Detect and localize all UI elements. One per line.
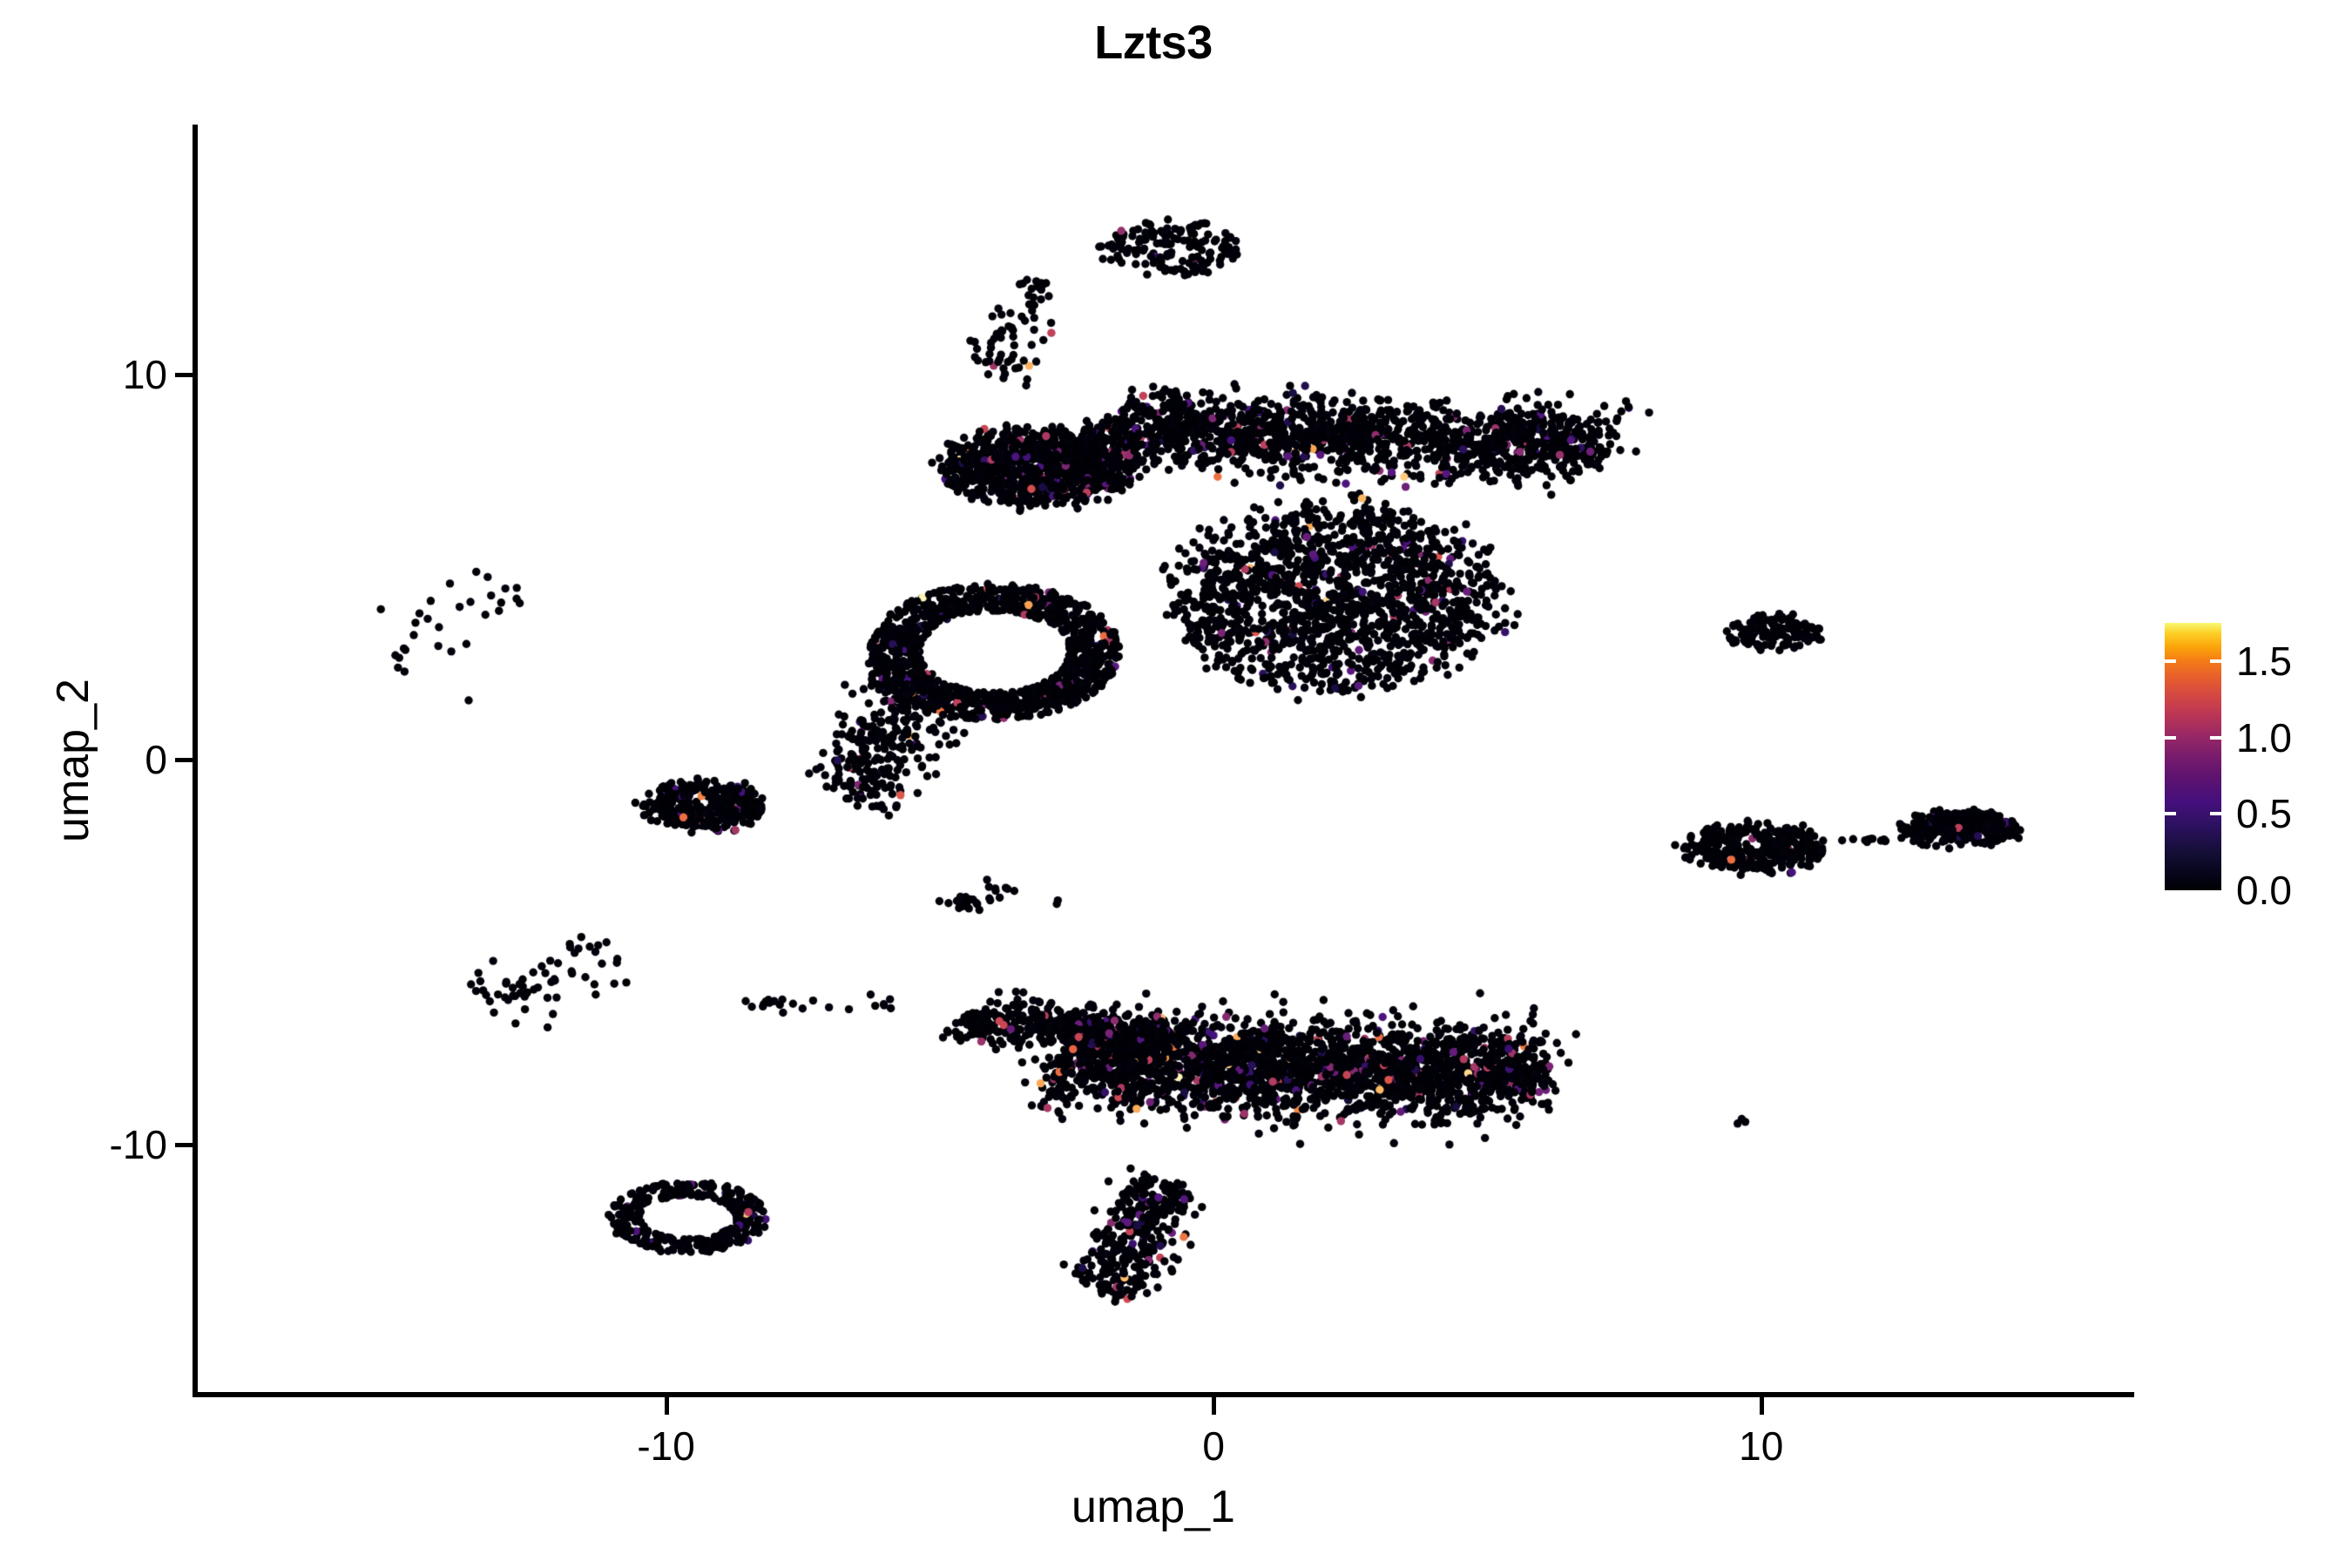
x-tick-label: -10 [637,1423,695,1469]
colorbar-tick-mark [2210,812,2221,816]
x-axis-line [195,1392,2134,1397]
x-tick-label: 0 [1202,1423,1225,1469]
colorbar-tick-mark [2210,659,2221,663]
colorbar-gradient [2165,623,2221,890]
colorbar-legend: 1.5 1.0 0.5 0.0 [2165,623,2339,910]
y-tick-label: 10 [122,352,167,398]
colorbar-tick-mark [2165,735,2176,740]
y-tick-label: 0 [145,737,167,782]
x-tick-mark [1212,1397,1217,1415]
x-axis-title: umap_1 [1071,1482,1235,1532]
y-axis-title: umap_2 [48,679,98,842]
x-tick-mark [1759,1397,1764,1415]
colorbar-tick-label: 0.0 [2236,868,2292,913]
y-tick-mark [175,758,193,762]
y-tick-mark [175,373,193,378]
x-tick-label: 10 [1739,1423,1784,1469]
plot-panel [195,125,2112,1395]
colorbar-tick-label: 1.0 [2236,714,2292,760]
colorbar-tick-mark [2165,659,2176,663]
scatter-plot-canvas [195,125,2112,1395]
page-title: Lzts3 [1094,17,1213,69]
colorbar-tick-label: 1.5 [2236,638,2292,684]
y-axis-line [193,125,198,1397]
y-tick-label: -10 [109,1121,167,1167]
colorbar-tick-mark [2210,735,2221,740]
colorbar-tick-mark [2165,812,2176,816]
x-tick-mark [664,1397,669,1415]
y-tick-mark [175,1142,193,1147]
colorbar-tick-label: 0.5 [2236,791,2292,837]
